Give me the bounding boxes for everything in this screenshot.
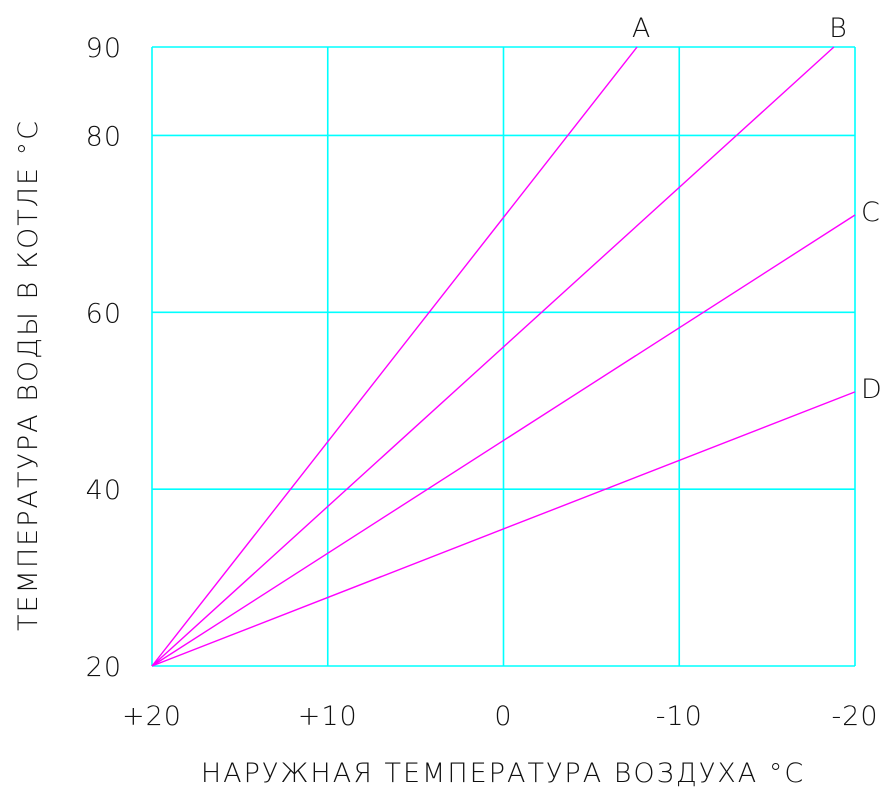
y-tick-label-1: 40 bbox=[86, 475, 122, 506]
series-label-c: C bbox=[861, 197, 880, 228]
series-line-d bbox=[151, 391, 856, 667]
y-tick-label-2: 60 bbox=[86, 298, 122, 329]
x-tick-label-3: -10 bbox=[656, 701, 703, 732]
x-axis-label: НАРУЖНАЯ ТЕМПЕРАТУРА ВОЗДУХА °С bbox=[201, 758, 805, 789]
series-line-b bbox=[151, 46, 835, 667]
grid bbox=[151, 46, 856, 667]
x-tick-label-0: +20 bbox=[122, 701, 182, 732]
series-label-d: D bbox=[861, 374, 882, 405]
y-tick-label-3: 80 bbox=[86, 121, 122, 152]
x-tick-labels: +20 +10 0 -10 -20 bbox=[122, 701, 878, 732]
x-tick-label-1: +10 bbox=[298, 701, 358, 732]
series-labels: A B C D bbox=[632, 13, 882, 405]
series-line-a bbox=[151, 46, 638, 667]
y-tick-label-0: 20 bbox=[86, 652, 122, 683]
y-tick-label-4: 90 bbox=[86, 33, 122, 64]
x-tick-label-2: 0 bbox=[494, 701, 512, 732]
series-lines bbox=[151, 46, 856, 667]
y-tick-labels: 20 40 60 80 90 bbox=[86, 33, 122, 683]
x-tick-label-4: -20 bbox=[831, 701, 878, 732]
y-axis-label: ТЕМПЕРАТУРА ВОДЫ В КОТЛЕ °С bbox=[13, 119, 44, 631]
series-label-b: B bbox=[829, 13, 847, 44]
series-line-c bbox=[151, 214, 856, 667]
series-label-a: A bbox=[632, 13, 650, 44]
